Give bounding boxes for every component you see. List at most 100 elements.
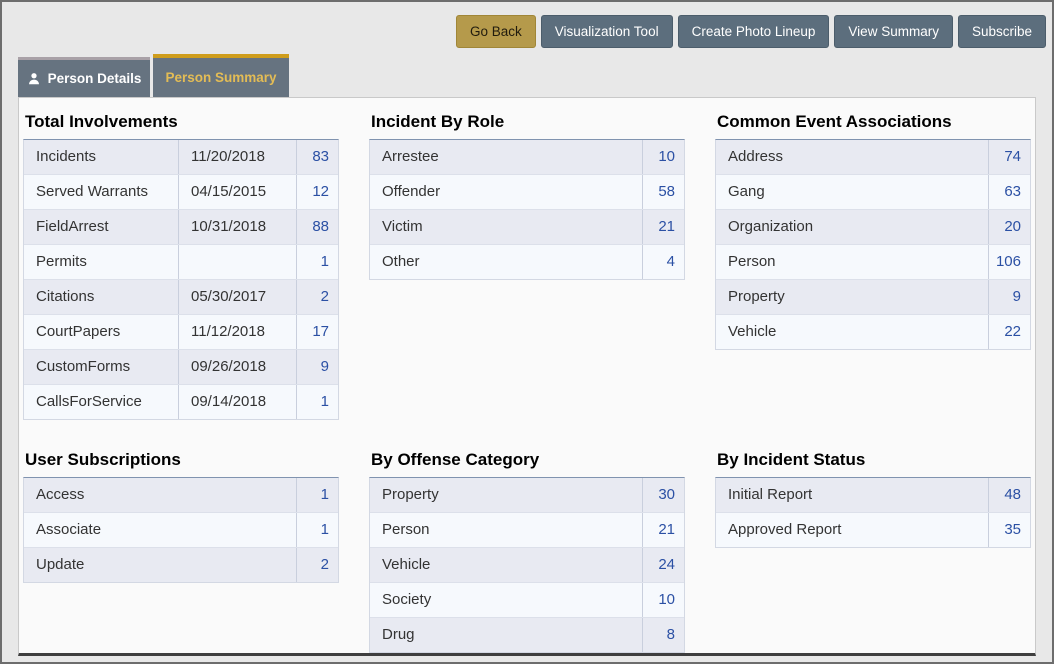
- panel-common-event-associations: Common Event Associations Address 74 Gang 63…: [715, 110, 1031, 350]
- tab-person-details[interactable]: Person Details: [18, 57, 150, 97]
- row-count[interactable]: 2: [296, 548, 338, 582]
- row-count[interactable]: 21: [642, 210, 684, 244]
- row-count[interactable]: 1: [296, 385, 338, 419]
- row-count[interactable]: 12: [296, 175, 338, 209]
- panel-by-incident-status: By Incident Status Initial Report 48 Approv…: [715, 448, 1031, 548]
- row-count[interactable]: 1: [296, 245, 338, 279]
- row-label: Gang: [728, 183, 765, 200]
- table-row: Incidents 11/20/2018 83: [24, 140, 338, 175]
- table-row: Served Warrants 04/15/2015 12: [24, 175, 338, 210]
- row-label: Served Warrants: [36, 183, 148, 200]
- summary-table: Incidents 11/20/2018 83 Served Warrants 04/1…: [23, 139, 339, 420]
- row-date: 11/12/2018: [178, 315, 296, 349]
- row-count[interactable]: 22: [988, 315, 1030, 349]
- row-count[interactable]: 63: [988, 175, 1030, 209]
- tab-bar: Person Details Person Summary: [18, 54, 1052, 97]
- content-area: Total Involvements Incidents 11/20/2018 83 S…: [18, 97, 1036, 656]
- row-count[interactable]: 1: [296, 478, 338, 512]
- row-count[interactable]: 8: [642, 618, 684, 652]
- table-row: Update 2: [24, 548, 338, 582]
- row-count[interactable]: 30: [642, 478, 684, 512]
- row-label: FieldArrest: [36, 218, 109, 235]
- row-label: Citations: [36, 288, 95, 305]
- row-label: Arrestee: [382, 148, 439, 165]
- row-count[interactable]: 20: [988, 210, 1030, 244]
- row-label: Associate: [36, 521, 102, 538]
- row-count[interactable]: 17: [296, 315, 338, 349]
- tab-person-summary[interactable]: Person Summary: [153, 54, 289, 97]
- summary-table: Property 30 Person 21 Vehicle 24 Society 10 Drug…: [369, 477, 685, 653]
- table-row: Person 21: [370, 513, 684, 548]
- row-count[interactable]: 9: [988, 280, 1030, 314]
- summary-table: Arrestee 10 Offender 58 Victim 21 Other 4: [369, 139, 685, 280]
- panel-total-involvements: Total Involvements Incidents 11/20/2018 83 S…: [23, 110, 339, 420]
- table-row: Person 106: [716, 245, 1030, 280]
- row-label: Property: [382, 486, 439, 503]
- row-label: Permits: [36, 253, 87, 270]
- row-count[interactable]: 48: [988, 478, 1030, 512]
- row-label: Vehicle: [382, 556, 431, 573]
- row-label: CallsForService: [36, 393, 142, 410]
- row-date: 09/14/2018: [178, 385, 296, 419]
- person-icon: [27, 72, 41, 86]
- row-date: 09/26/2018: [178, 350, 296, 384]
- table-row: Property 9: [716, 280, 1030, 315]
- row-count[interactable]: 83: [296, 140, 338, 174]
- table-row: Initial Report 48: [716, 478, 1030, 513]
- row-label: CourtPapers: [36, 323, 121, 340]
- row-label: Offender: [382, 183, 441, 200]
- row-date: 10/31/2018: [178, 210, 296, 244]
- table-row: CustomForms 09/26/2018 9: [24, 350, 338, 385]
- row-count[interactable]: 2: [296, 280, 338, 314]
- table-row: Arrestee 10: [370, 140, 684, 175]
- row-label: Person: [728, 253, 776, 270]
- row-count[interactable]: 4: [642, 245, 684, 279]
- table-row: CourtPapers 11/12/2018 17: [24, 315, 338, 350]
- row-count[interactable]: 1: [296, 513, 338, 547]
- subscribe-button[interactable]: Subscribe: [957, 15, 1046, 48]
- panel-incident-by-role: Incident By Role Arrestee 10 Offender 58 Vict…: [369, 110, 685, 280]
- table-row: Citations 05/30/2017 2: [24, 280, 338, 315]
- panel-title: By Incident Status: [717, 450, 866, 469]
- row-label: Other: [382, 253, 420, 270]
- row-label: Property: [728, 288, 785, 305]
- tab-label: Person Summary: [165, 70, 277, 85]
- summary-table: Initial Report 48 Approved Report 35: [715, 477, 1031, 548]
- table-row: CallsForService 09/14/2018 1: [24, 385, 338, 419]
- table-row: Access 1: [24, 478, 338, 513]
- panel-by-offense-category: By Offense Category Property 30 Person 21 Veh…: [369, 448, 685, 653]
- row-count[interactable]: 21: [642, 513, 684, 547]
- toolbar: Go Back Visualization Tool Create Photo Li…: [2, 2, 1052, 48]
- table-row: Drug 8: [370, 618, 684, 652]
- row-count[interactable]: 35: [988, 513, 1030, 547]
- row-count[interactable]: 10: [642, 140, 684, 174]
- row-count[interactable]: 10: [642, 583, 684, 617]
- row-date: 04/15/2015: [178, 175, 296, 209]
- row-count[interactable]: 58: [642, 175, 684, 209]
- row-date: 05/30/2017: [178, 280, 296, 314]
- create-photo-lineup-button[interactable]: Create Photo Lineup: [677, 15, 830, 48]
- row-count[interactable]: 74: [988, 140, 1030, 174]
- panel-title: User Subscriptions: [25, 450, 181, 469]
- row-label: Access: [36, 486, 85, 503]
- row-count[interactable]: 88: [296, 210, 338, 244]
- table-row: Offender 58: [370, 175, 684, 210]
- table-row: Associate 1: [24, 513, 338, 548]
- table-row: Permits 1: [24, 245, 338, 280]
- panel-title: Incident By Role: [371, 112, 505, 131]
- table-row: Address 74: [716, 140, 1030, 175]
- row-label: Society: [382, 591, 432, 608]
- table-row: Society 10: [370, 583, 684, 618]
- panel-user-subscriptions: User Subscriptions Access 1 Associate 1 Updat…: [23, 448, 339, 583]
- row-label: CustomForms: [36, 358, 131, 375]
- view-summary-button[interactable]: View Summary: [834, 15, 953, 48]
- visualization-tool-button[interactable]: Visualization Tool: [540, 15, 673, 48]
- row-count[interactable]: 24: [642, 548, 684, 582]
- row-label: Approved Report: [728, 521, 842, 538]
- row-label: Vehicle: [728, 323, 777, 340]
- row-count[interactable]: 106: [988, 245, 1030, 279]
- tab-label: Person Details: [47, 71, 142, 86]
- go-back-button[interactable]: Go Back: [455, 15, 536, 48]
- row-count[interactable]: 9: [296, 350, 338, 384]
